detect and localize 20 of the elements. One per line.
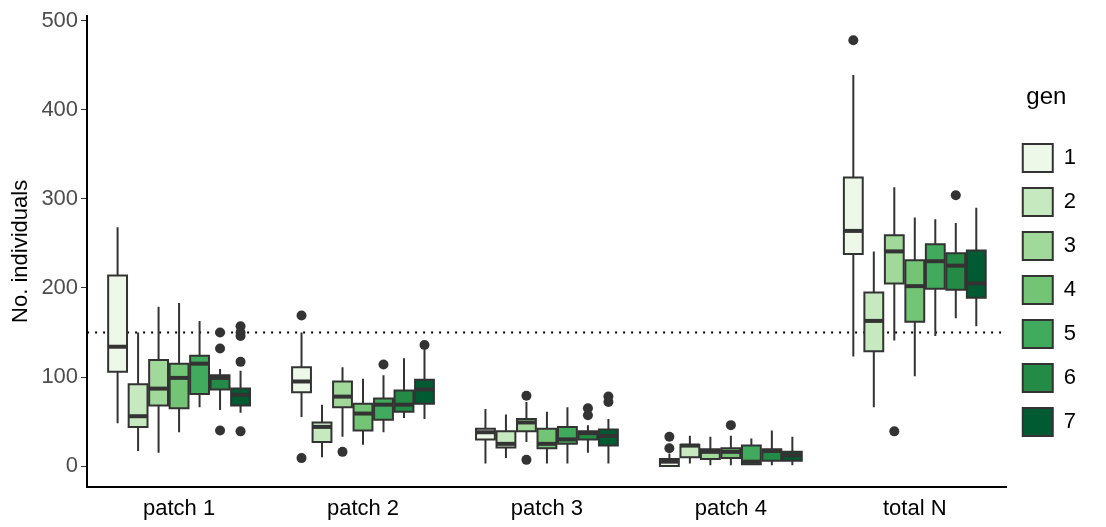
legend-label: 6 xyxy=(1063,363,1077,389)
x-tick-label: patch 3 xyxy=(510,494,584,520)
legend-label: 1 xyxy=(1063,143,1077,169)
x-tick-label: patch 1 xyxy=(142,494,216,520)
legend-label: 4 xyxy=(1063,275,1077,301)
y-tick-label: 0 xyxy=(65,452,79,478)
x-tick-label: patch 2 xyxy=(326,494,400,520)
y-axis-title: No. individuals xyxy=(7,179,33,323)
legend-label: 2 xyxy=(1063,187,1077,213)
legend-label: 5 xyxy=(1063,319,1077,345)
x-tick-label: total N xyxy=(883,494,947,520)
y-tick-label: 500 xyxy=(41,6,79,32)
y-tick-label: 200 xyxy=(41,273,79,299)
y-tick-label: 400 xyxy=(41,95,79,121)
legend-label: 7 xyxy=(1063,407,1077,433)
y-tick-label: 300 xyxy=(41,184,79,210)
legend-label: 3 xyxy=(1063,231,1077,257)
legend-title: gen xyxy=(1026,81,1067,109)
y-tick-label: 100 xyxy=(41,363,79,389)
x-tick-label: patch 4 xyxy=(694,494,767,520)
